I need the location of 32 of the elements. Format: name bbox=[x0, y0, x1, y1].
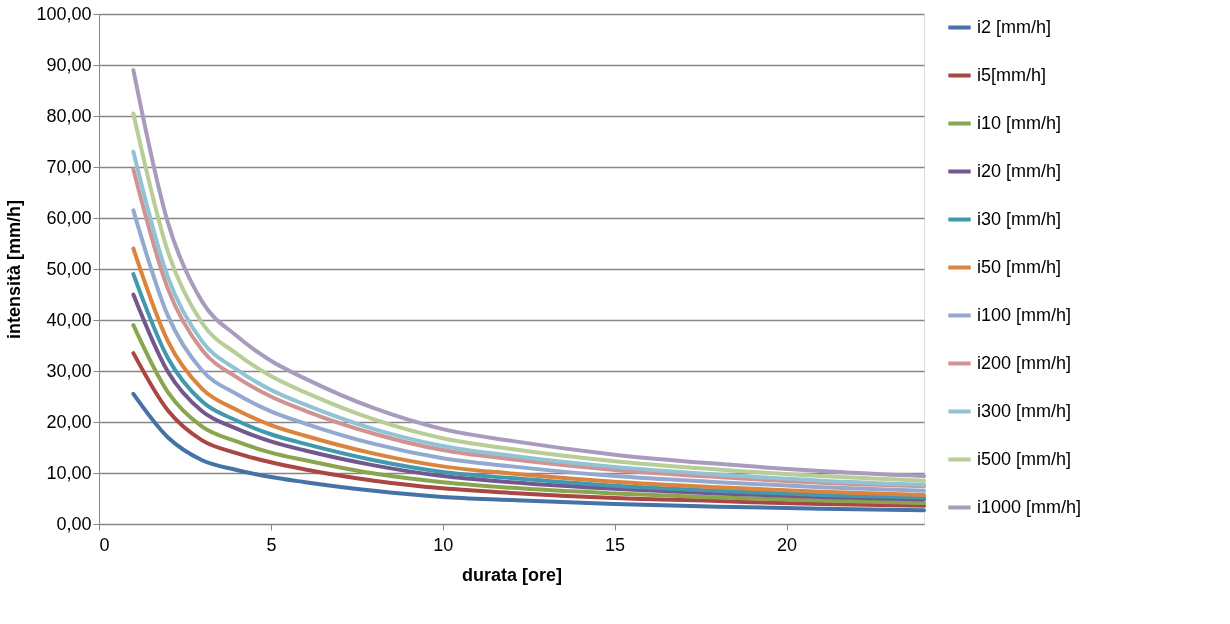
legend-label: i20 [mm/h] bbox=[977, 160, 1062, 181]
legend-label: i500 [mm/h] bbox=[977, 448, 1072, 469]
y-axis-title: intensità [mm/h] bbox=[4, 199, 25, 340]
y-tick-label: 100,00 bbox=[36, 3, 92, 24]
legend-label: i300 [mm/h] bbox=[977, 400, 1072, 421]
legend-label: i1000 [mm/h] bbox=[977, 496, 1082, 517]
line-series bbox=[131, 351, 926, 508]
legend-label: i2 [mm/h] bbox=[977, 16, 1052, 37]
x-tick-label: 10 bbox=[433, 534, 454, 555]
legend-label: i30 [mm/h] bbox=[977, 208, 1062, 229]
x-tick-label: 20 bbox=[776, 534, 798, 555]
y-tick-label: 60,00 bbox=[46, 207, 92, 228]
y-tick-label: 80,00 bbox=[46, 105, 92, 126]
y-tick-label: 70,00 bbox=[46, 156, 92, 177]
y-tick-label: 0,00 bbox=[56, 513, 92, 534]
x-tick-label: 0 bbox=[99, 534, 110, 555]
x-axis-title: durata [ore] bbox=[461, 564, 563, 585]
line-series bbox=[131, 391, 926, 513]
legend-label: i200 [mm/h] bbox=[977, 352, 1072, 373]
x-tick-label: 5 bbox=[266, 534, 277, 555]
y-tick-label: 90,00 bbox=[46, 54, 92, 75]
legend-label: i50 [mm/h] bbox=[977, 256, 1062, 277]
y-tick-label: 20,00 bbox=[46, 411, 92, 432]
x-tick-label: 15 bbox=[605, 534, 626, 555]
line-series bbox=[131, 323, 926, 506]
y-tick-label: 10,00 bbox=[46, 462, 92, 483]
legend-label: i100 [mm/h] bbox=[977, 304, 1072, 325]
legend-label: i10 [mm/h] bbox=[977, 112, 1062, 133]
y-tick-label: 30,00 bbox=[46, 360, 92, 381]
y-tick-label: 50,00 bbox=[46, 258, 92, 279]
legend-label: i5[mm/h] bbox=[977, 64, 1047, 85]
y-tick-label: 40,00 bbox=[46, 309, 92, 330]
